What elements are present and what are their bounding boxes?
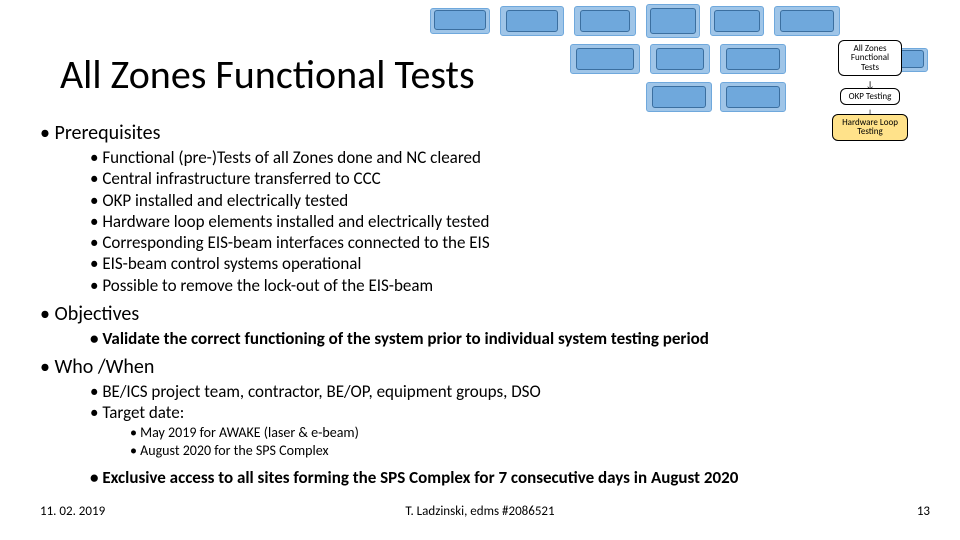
list-item: EIS-beam control systems operational bbox=[90, 253, 940, 274]
list-item: Exclusive access to all sites forming th… bbox=[90, 467, 940, 488]
footer-author: T. Ladzinski, edms #2086521 bbox=[405, 504, 554, 519]
badge-all-zones: All Zones Functional Tests bbox=[838, 40, 902, 76]
section-heading-objectives: Objectives bbox=[40, 302, 940, 326]
list-item: Hardware loop elements installed and ele… bbox=[90, 211, 940, 232]
list-item: OKP installed and electrically tested bbox=[90, 190, 940, 211]
footer: 11. 02. 2019 T. Ladzinski, edms #2086521… bbox=[0, 504, 960, 522]
footer-page-number: 13 bbox=[917, 504, 930, 519]
list-item: Central infrastructure transferred to CC… bbox=[90, 168, 940, 189]
section-heading-prerequisites: Prerequisites bbox=[40, 121, 940, 145]
badge-label: All Zones Functional Tests bbox=[851, 43, 889, 73]
list-item: Target date: bbox=[90, 402, 940, 423]
section-heading-whowhen: Who /When bbox=[40, 355, 940, 379]
list-item: Validate the correct functioning of the … bbox=[90, 328, 940, 349]
list-subitem: August 2020 for the SPS Complex bbox=[130, 442, 940, 461]
page-title: All Zones Functional Tests bbox=[60, 50, 475, 99]
list-subitem: May 2019 for AWAKE (laser & e-beam) bbox=[130, 424, 940, 443]
badge-okp: OKP Testing bbox=[840, 88, 900, 105]
content-body: Prerequisites Functional (pre-)Tests of … bbox=[40, 115, 940, 489]
list-item: BE/ICS project team, contractor, BE/OP, … bbox=[90, 381, 940, 402]
list-item: Functional (pre-)Tests of all Zones done… bbox=[90, 147, 940, 168]
footer-date: 11. 02. 2019 bbox=[40, 504, 105, 519]
list-item: Corresponding EIS-beam interfaces connec… bbox=[90, 232, 940, 253]
badge-label: OKP Testing bbox=[849, 91, 892, 102]
list-item: Possible to remove the lock-out of the E… bbox=[90, 275, 940, 296]
